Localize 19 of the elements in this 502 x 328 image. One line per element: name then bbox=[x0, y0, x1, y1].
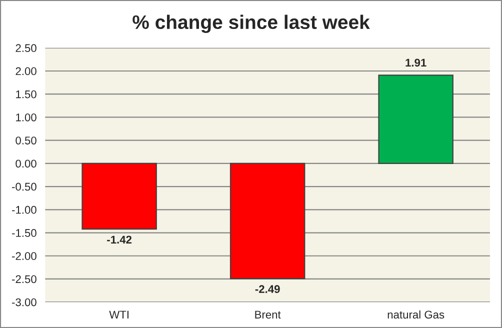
y-tick-label: -3.00 bbox=[12, 298, 36, 306]
y-tick-label: -2.00 bbox=[12, 252, 36, 260]
y-tick-label: 1.50 bbox=[16, 90, 36, 98]
chart-title: % change since last week bbox=[132, 14, 370, 33]
x-tick-label: WTI bbox=[109, 310, 128, 318]
data-label: -2.49 bbox=[255, 285, 280, 294]
y-tick-label: 2.00 bbox=[16, 67, 36, 76]
y-tick-label: 0.00 bbox=[16, 160, 36, 168]
x-tick-label: natural Gas bbox=[388, 310, 444, 319]
data-label: -1.42 bbox=[107, 236, 132, 244]
y-tick-label: -1.50 bbox=[12, 229, 36, 237]
x-tick-label: Brent bbox=[255, 310, 281, 319]
y-tick-label: -2.50 bbox=[12, 275, 36, 284]
y-tick-label: -0.50 bbox=[12, 182, 36, 191]
y-tick-label: 0.50 bbox=[16, 136, 36, 144]
y-tick-label: -1.00 bbox=[12, 206, 36, 214]
y-tick-label: 1.00 bbox=[16, 113, 36, 122]
y-tick-label: 2.50 bbox=[16, 44, 36, 52]
data-label: 1.91 bbox=[406, 58, 426, 67]
